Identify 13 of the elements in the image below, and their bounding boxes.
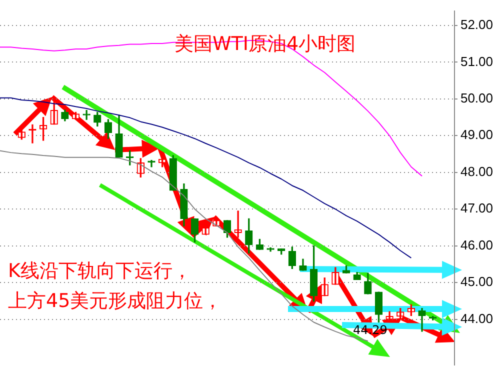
y-tick-label: 48.00: [460, 164, 494, 179]
y-tick-label: 44.00: [460, 310, 494, 326]
y-tick-label: 45.00: [460, 274, 494, 290]
y-tick-label: 50.00: [460, 90, 494, 106]
annotation: 上方45美元形成阻力位，: [8, 290, 222, 312]
y-tick-label: 47.00: [460, 200, 494, 216]
y-tick-label: 52.00: [460, 17, 494, 32]
y-tick-label: 49.00: [460, 127, 494, 142]
y-tick-label: 46.00: [460, 237, 494, 252]
annotation: K线沿下轨向下运行，: [8, 260, 192, 282]
annotation: 44.29: [353, 323, 388, 338]
candlestick: [266, 247, 274, 252]
y-tick-label: 51.00: [460, 54, 494, 69]
